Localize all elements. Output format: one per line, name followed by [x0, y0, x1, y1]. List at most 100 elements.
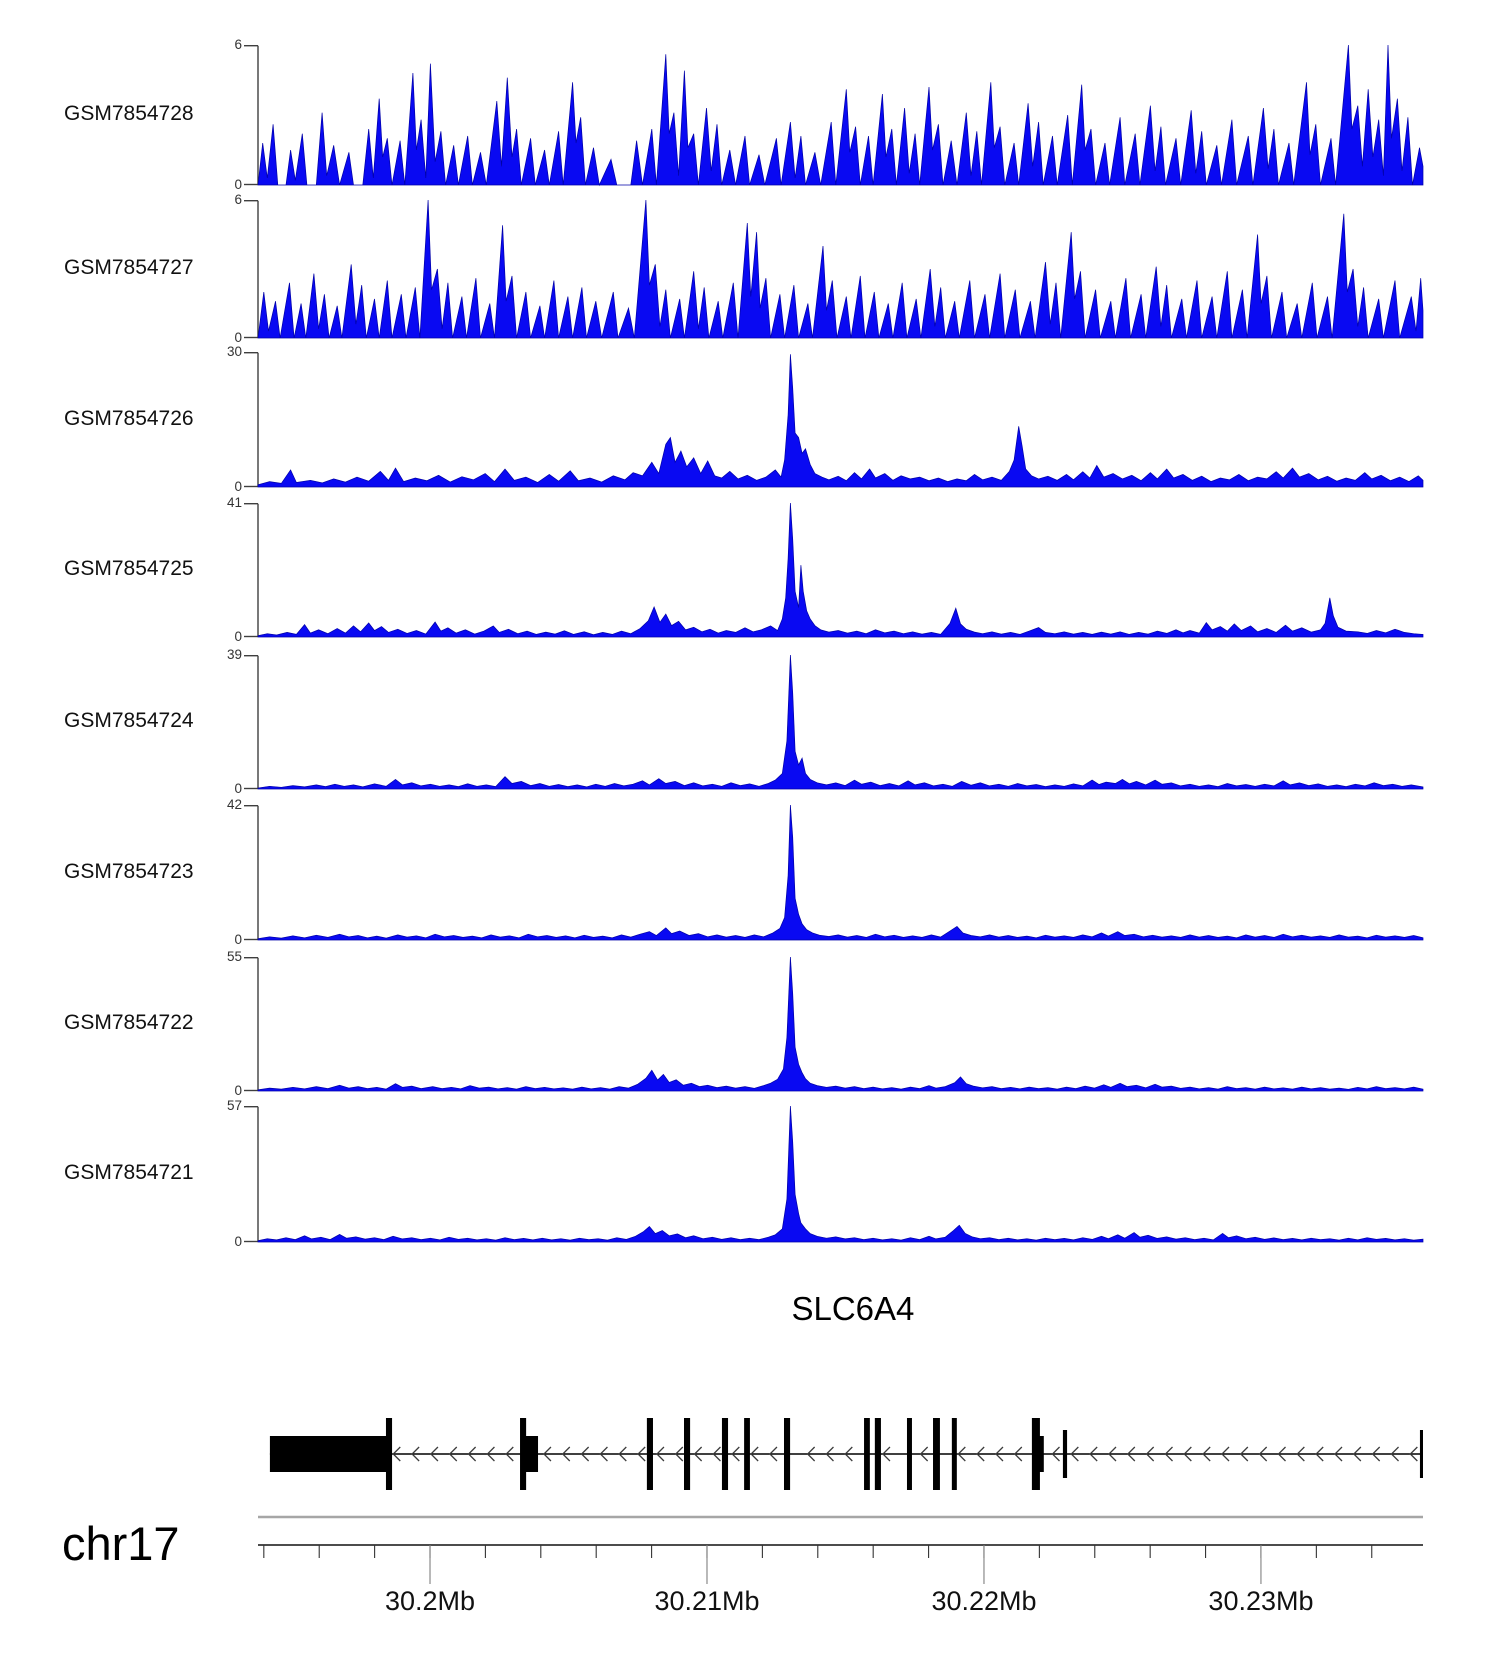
strand-arrow-left-icon — [882, 1446, 891, 1462]
coverage-track — [244, 351, 1424, 488]
strand-arrow-left-icon — [543, 1446, 552, 1462]
exon-rect — [1038, 1436, 1044, 1472]
strand-arrow-left-icon — [957, 1446, 966, 1462]
strand-arrow-left-icon — [1051, 1446, 1060, 1462]
strand-arrow-left-icon — [825, 1446, 834, 1462]
strand-arrow-left-icon — [1164, 1446, 1173, 1462]
strand-arrow-left-icon — [1409, 1446, 1418, 1462]
coverage-track — [244, 44, 1424, 187]
coverage-track — [244, 502, 1424, 638]
exon-rect — [933, 1418, 940, 1490]
gene-name-label: SLC6A4 — [791, 1290, 915, 1327]
ruler-tick-label: 30.23Mb — [1208, 1586, 1313, 1616]
strand-arrow-left-icon — [1183, 1446, 1192, 1462]
coverage-track — [244, 199, 1424, 339]
track-label: GSM7854725 — [64, 557, 194, 580]
ruler-tick-label: 30.22Mb — [931, 1586, 1036, 1616]
exon-rect — [783, 1418, 791, 1490]
track-label: GSM7854728 — [64, 102, 194, 125]
strand-arrow-left-icon — [448, 1446, 458, 1462]
coverage-signal — [257, 956, 1424, 1092]
track-label: GSM7854727 — [64, 256, 194, 279]
strand-arrow-left-icon — [411, 1446, 420, 1462]
exon-rect — [385, 1418, 393, 1490]
track-ymax-label: 30 — [226, 344, 242, 359]
track-ymax-label: 41 — [226, 495, 242, 510]
strand-arrow-left-icon — [844, 1446, 853, 1462]
track-ymin-label: 0 — [234, 177, 242, 192]
genomic-ruler: 30.2Mb 30.21Mb 30.22Mb 30.23Mb — [258, 1515, 1423, 1616]
strand-arrow-left-icon — [976, 1446, 985, 1462]
track-ymax-label: 55 — [226, 949, 242, 964]
strand-arrow-left-icon — [1221, 1446, 1230, 1462]
track-label: GSM7854722 — [64, 1011, 194, 1034]
exon-rect — [721, 1418, 729, 1490]
track-label: GSM7854726 — [64, 406, 194, 430]
exon-rect — [1062, 1430, 1068, 1478]
strand-arrow-left-icon — [1352, 1446, 1362, 1462]
strand-arrow-left-icon — [1145, 1446, 1155, 1462]
strand-arrow-left-icon — [712, 1446, 721, 1462]
strand-arrow-left-icon — [486, 1446, 495, 1462]
strand-arrow-left-icon — [505, 1446, 514, 1462]
exon-rect — [1419, 1430, 1423, 1478]
strand-arrow-left-icon — [637, 1446, 646, 1462]
strand-arrow-left-icon — [656, 1446, 665, 1462]
strand-arrow-left-icon — [1277, 1446, 1286, 1462]
strand-arrow-left-icon — [1202, 1446, 1211, 1462]
track-label: GSM7854723 — [64, 859, 194, 883]
strand-arrow-left-icon — [674, 1446, 684, 1462]
strand-arrow-left-icon — [392, 1446, 401, 1462]
exon-rect — [1031, 1418, 1040, 1490]
strand-arrow-left-icon — [580, 1446, 590, 1462]
strand-arrow-left-icon — [1315, 1446, 1324, 1462]
exon-rect — [874, 1418, 881, 1490]
strand-arrow-left-icon — [995, 1446, 1004, 1462]
strand-arrow-left-icon — [1126, 1446, 1136, 1462]
strand-arrow-left-icon — [806, 1446, 816, 1462]
strand-arrow-left-icon — [599, 1446, 608, 1462]
coverage-signal — [257, 1105, 1424, 1243]
exon-rect — [906, 1418, 912, 1490]
track-ymax-label: 57 — [226, 1098, 242, 1113]
exon-rect — [684, 1418, 691, 1490]
exon-rect — [646, 1418, 653, 1490]
strand-arrow-left-icon — [1258, 1446, 1268, 1462]
ruler-tick-label: 30.2Mb — [385, 1586, 475, 1616]
coverage-signal — [257, 199, 1424, 339]
strand-arrow-left-icon — [1108, 1446, 1117, 1462]
strand-arrow-left-icon — [618, 1446, 627, 1462]
strand-arrow-left-icon — [561, 1446, 571, 1462]
coverage-track — [244, 956, 1424, 1092]
track-ymin-label: 0 — [234, 932, 242, 947]
track-label: GSM7854724 — [64, 709, 194, 732]
track-ymin-label: 0 — [234, 1083, 242, 1098]
track-ymin-label: 0 — [234, 330, 242, 345]
gene-model — [269, 1418, 1423, 1490]
strand-arrow-left-icon — [1089, 1446, 1098, 1462]
strand-arrow-left-icon — [919, 1446, 929, 1462]
coverage-track — [244, 1105, 1424, 1243]
strand-arrow-left-icon — [1013, 1446, 1023, 1462]
coverage-signal — [257, 804, 1424, 941]
exon-rect — [744, 1418, 750, 1490]
coverage-signal — [257, 502, 1424, 638]
strand-arrow-left-icon — [1070, 1446, 1079, 1462]
exon-rect — [520, 1418, 527, 1490]
chromosome-label: chr17 — [62, 1517, 180, 1570]
coverage-track — [244, 654, 1424, 790]
coverage-signal — [257, 354, 1424, 488]
exon-rect — [951, 1418, 957, 1490]
coverage-signal — [257, 44, 1424, 187]
track-label: GSM7854721 — [64, 1161, 194, 1184]
strand-arrow-left-icon — [467, 1446, 477, 1462]
strand-arrow-left-icon — [1371, 1446, 1381, 1462]
strand-arrow-left-icon — [1239, 1446, 1249, 1462]
track-ymin-label: 0 — [234, 1234, 242, 1249]
coverage-track — [244, 804, 1424, 941]
exon-rect — [269, 1436, 388, 1472]
exon-rect — [864, 1418, 870, 1490]
track-ymax-label: 6 — [234, 192, 242, 207]
strand-arrow-left-icon — [430, 1446, 439, 1462]
